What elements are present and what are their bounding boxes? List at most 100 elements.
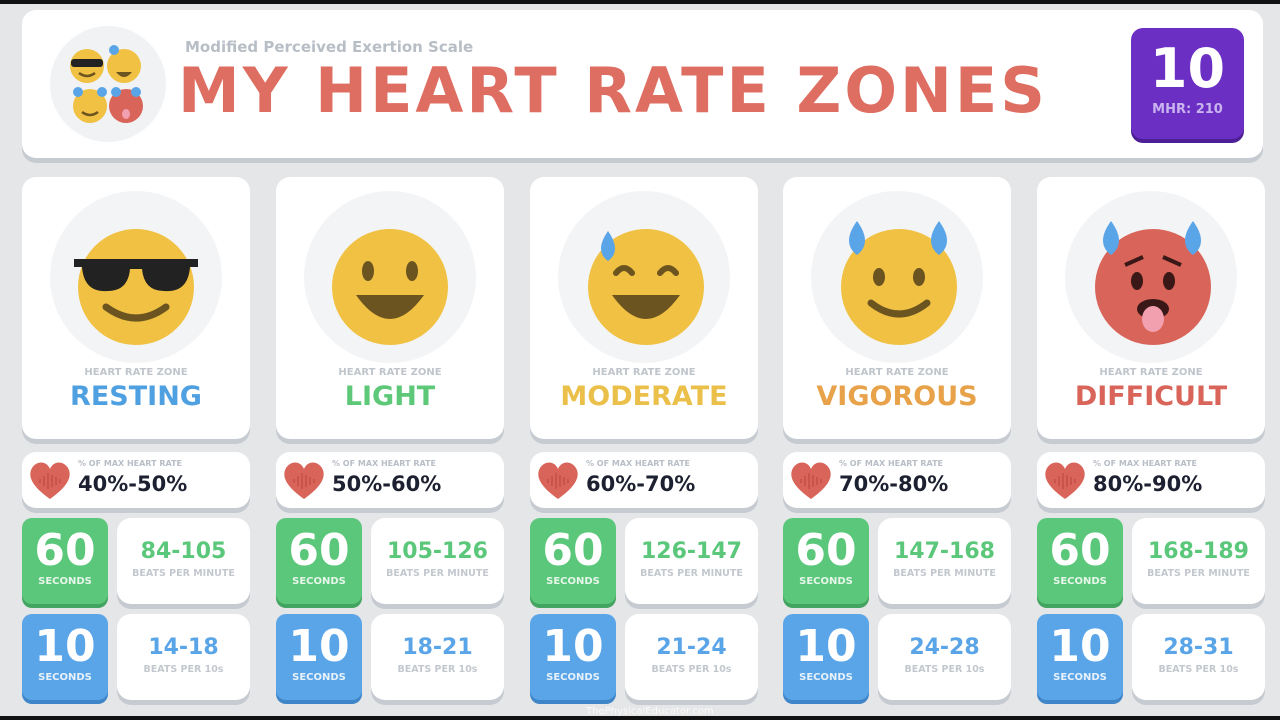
beats-10s-value: 14-18 bbox=[148, 635, 219, 660]
max-hr-percent-card: % OF MAX HEART RATE 60%-70% bbox=[530, 452, 758, 508]
badge-value: 10 bbox=[1149, 37, 1226, 100]
zone-name: DIFFICULT bbox=[1074, 381, 1228, 412]
hot-face-icon bbox=[1095, 221, 1211, 345]
seconds-label: SECONDS bbox=[292, 672, 346, 683]
ten-seconds-tile: 10 SECONDS bbox=[1037, 614, 1123, 700]
beats-10s-card: 21-24 BEATS PER 10s bbox=[625, 614, 758, 700]
zone-name: RESTING bbox=[70, 381, 202, 412]
smiling-sweat-face-icon bbox=[841, 221, 957, 345]
ten-seconds-tile: 10 SECONDS bbox=[276, 614, 362, 700]
max-hr-percent-card: % OF MAX HEART RATE 50%-60% bbox=[276, 452, 504, 508]
beats-10s-label: BEATS PER 10s bbox=[143, 664, 224, 675]
ten-number: 10 bbox=[1049, 621, 1111, 672]
beats-10s-card: 14-18 BEATS PER 10s bbox=[117, 614, 250, 700]
seconds-label: SECONDS bbox=[292, 576, 346, 587]
zone-name: VIGOROUS bbox=[816, 381, 978, 412]
bpm-value: 84-105 bbox=[140, 539, 227, 564]
sixty-number: 60 bbox=[1049, 525, 1111, 576]
ten-number: 10 bbox=[795, 621, 857, 672]
ten-number: 10 bbox=[542, 621, 604, 672]
zone-name: MODERATE bbox=[560, 381, 728, 412]
smiling-face-icon bbox=[332, 229, 448, 345]
seconds-label: SECONDS bbox=[38, 672, 92, 683]
emoji-circle bbox=[1065, 191, 1237, 363]
beats-10s-value: 21-24 bbox=[656, 635, 727, 660]
bpm-value: 147-168 bbox=[894, 539, 995, 564]
percent-label: % OF MAX HEART RATE bbox=[1093, 459, 1198, 468]
bpm-card: 168-189 BEATS PER MINUTE bbox=[1132, 518, 1265, 604]
beats-10s-label: BEATS PER 10s bbox=[1158, 664, 1239, 675]
beats-10s-value: 24-28 bbox=[909, 635, 980, 660]
mhr-badge: 10 MHR: 210 bbox=[1131, 28, 1244, 139]
max-hr-percent-card: % OF MAX HEART RATE 70%-80% bbox=[783, 452, 1011, 508]
bpm-value: 126-147 bbox=[641, 539, 742, 564]
max-hr-percent-card: % OF MAX HEART RATE 40%-50% bbox=[22, 452, 250, 508]
emoji-circle bbox=[304, 191, 476, 363]
bpm-value: 168-189 bbox=[1148, 539, 1249, 564]
sunglasses-face-icon bbox=[74, 229, 198, 345]
sixty-seconds-tile: 60 SECONDS bbox=[530, 518, 616, 604]
zone-label: HEART RATE ZONE bbox=[338, 367, 442, 378]
max-hr-percent-card: % OF MAX HEART RATE 80%-90% bbox=[1037, 452, 1265, 508]
badge-label: MHR: 210 bbox=[1152, 102, 1223, 117]
zone-label: HEART RATE ZONE bbox=[845, 367, 949, 378]
ten-number: 10 bbox=[34, 621, 96, 672]
sixty-number: 60 bbox=[795, 525, 857, 576]
beats-10s-card: 18-21 BEATS PER 10s bbox=[371, 614, 504, 700]
bpm-label: BEATS PER MINUTE bbox=[893, 568, 996, 579]
zone-card: HEART RATE ZONE RESTING bbox=[22, 177, 250, 439]
zone-card: HEART RATE ZONE MODERATE bbox=[530, 177, 758, 439]
percent-label: % OF MAX HEART RATE bbox=[332, 459, 437, 468]
bpm-label: BEATS PER MINUTE bbox=[1147, 568, 1250, 579]
seconds-label: SECONDS bbox=[546, 576, 600, 587]
percent-label: % OF MAX HEART RATE bbox=[78, 459, 183, 468]
percent-value: 70%-80% bbox=[839, 472, 949, 496]
page-title: MY HEART RATE ZONES bbox=[178, 54, 1048, 127]
percent-label: % OF MAX HEART RATE bbox=[586, 459, 691, 468]
zone-label: HEART RATE ZONE bbox=[592, 367, 696, 378]
ten-seconds-tile: 10 SECONDS bbox=[530, 614, 616, 700]
seconds-label: SECONDS bbox=[799, 672, 853, 683]
seconds-label: SECONDS bbox=[38, 576, 92, 587]
header-card: Modified Perceived Exertion Scale MY HEA… bbox=[22, 10, 1263, 158]
percent-value: 40%-50% bbox=[78, 472, 188, 496]
seconds-label: SECONDS bbox=[799, 576, 853, 587]
emoji-circle bbox=[558, 191, 730, 363]
ten-seconds-tile: 10 SECONDS bbox=[783, 614, 869, 700]
bpm-card: 147-168 BEATS PER MINUTE bbox=[878, 518, 1011, 604]
bpm-card: 84-105 BEATS PER MINUTE bbox=[117, 518, 250, 604]
grinning-sweat-face-icon bbox=[588, 229, 704, 345]
bpm-label: BEATS PER MINUTE bbox=[132, 568, 235, 579]
percent-value: 80%-90% bbox=[1093, 472, 1203, 496]
subtitle: Modified Perceived Exertion Scale bbox=[185, 38, 474, 56]
beats-10s-label: BEATS PER 10s bbox=[651, 664, 732, 675]
zone-card: HEART RATE ZONE VIGOROUS bbox=[783, 177, 1011, 439]
percent-value: 50%-60% bbox=[332, 472, 442, 496]
ten-number: 10 bbox=[288, 621, 350, 672]
sixty-seconds-tile: 60 SECONDS bbox=[783, 518, 869, 604]
bpm-card: 126-147 BEATS PER MINUTE bbox=[625, 518, 758, 604]
zone-card: HEART RATE ZONE DIFFICULT bbox=[1037, 177, 1265, 439]
sixty-number: 60 bbox=[542, 525, 604, 576]
footer-watermark: ThePhysicalEducator.com bbox=[586, 706, 714, 717]
beats-10s-value: 18-21 bbox=[402, 635, 473, 660]
emoji-circle bbox=[811, 191, 983, 363]
beats-10s-card: 28-31 BEATS PER 10s bbox=[1132, 614, 1265, 700]
beats-10s-value: 28-31 bbox=[1163, 635, 1234, 660]
sixty-number: 60 bbox=[34, 525, 96, 576]
ten-seconds-tile: 10 SECONDS bbox=[22, 614, 108, 700]
zone-name: LIGHT bbox=[344, 381, 436, 412]
beats-10s-card: 24-28 BEATS PER 10s bbox=[878, 614, 1011, 700]
sixty-seconds-tile: 60 SECONDS bbox=[1037, 518, 1123, 604]
beats-10s-label: BEATS PER 10s bbox=[397, 664, 478, 675]
sixty-seconds-tile: 60 SECONDS bbox=[276, 518, 362, 604]
zone-label: HEART RATE ZONE bbox=[1099, 367, 1203, 378]
seconds-label: SECONDS bbox=[546, 672, 600, 683]
sixty-number: 60 bbox=[288, 525, 350, 576]
seconds-label: SECONDS bbox=[1053, 672, 1107, 683]
percent-value: 60%-70% bbox=[586, 472, 696, 496]
seconds-label: SECONDS bbox=[1053, 576, 1107, 587]
bpm-label: BEATS PER MINUTE bbox=[640, 568, 743, 579]
bpm-value: 105-126 bbox=[387, 539, 488, 564]
zone-card: HEART RATE ZONE LIGHT bbox=[276, 177, 504, 439]
